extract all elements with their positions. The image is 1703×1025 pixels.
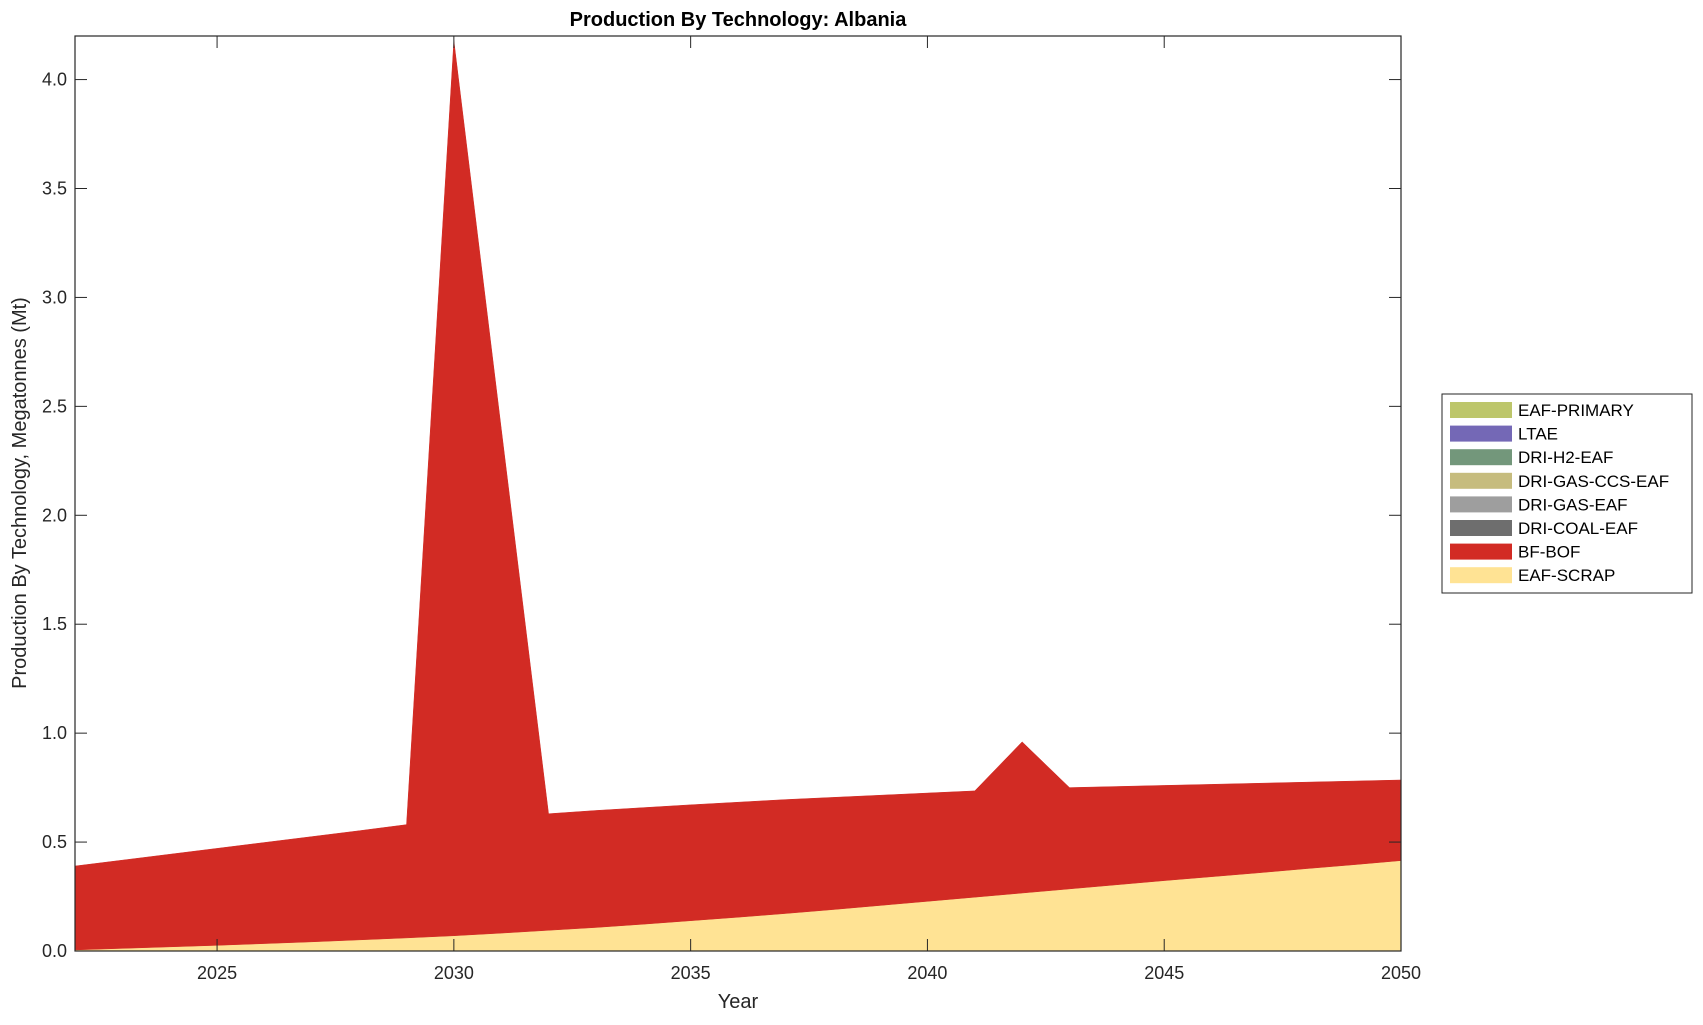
y-axis-label: Production By Technology, Megatonnes (Mt… (9, 297, 31, 689)
x-tick-label: 2035 (671, 963, 711, 983)
y-tick-label: 0.0 (42, 941, 67, 961)
legend-label-bf-bof: BF-BOF (1518, 543, 1580, 562)
legend: EAF-PRIMARY LTAE DRI-H2-EAF DRI-GAS-CCS-EAF… (1441, 393, 1693, 594)
legend-label-eaf-scrap: EAF-SCRAP (1518, 566, 1615, 585)
legend-swatch-dri-coal-eaf (1450, 520, 1512, 536)
area-bf-bof (74, 40, 1402, 951)
y-tick-label: 3.5 (42, 179, 67, 199)
legend-swatch-dri-gas-ccs-eaf (1450, 472, 1512, 489)
legend-swatch-eaf-scrap (1450, 567, 1512, 584)
x-tick-label: 2050 (1381, 963, 1421, 983)
areas-layer (74, 40, 1402, 952)
x-tick-label: 2040 (907, 963, 947, 983)
x-tick-label: 2030 (434, 963, 474, 983)
area-dri-coal-eaf (75, 40, 1401, 867)
legend-label-dri-h2-eaf: DRI-H2-EAF (1518, 448, 1613, 467)
legend-label-dri-gas-eaf: DRI-GAS-EAF (1518, 495, 1628, 514)
legend-swatch-dri-gas-eaf (1450, 496, 1512, 513)
legend-swatch-ltae (1450, 425, 1512, 442)
y-tick-label: 3.0 (42, 287, 67, 307)
y-tick-label: 1.0 (42, 723, 67, 743)
y-tick-label: 1.5 (42, 614, 67, 634)
legend-swatch-bf-bof (1450, 543, 1512, 560)
y-tick-label: 4.0 (42, 70, 67, 90)
area-ltae (75, 40, 1401, 867)
legend-box (1441, 393, 1693, 594)
legend-swatch-eaf-primary (1450, 402, 1512, 418)
area-dri-gas-ccs-eaf (75, 40, 1401, 867)
x-axis-label: Year (718, 991, 759, 1013)
area-eaf-primary (75, 40, 1401, 867)
y-tick-label: 2.0 (42, 505, 67, 525)
x-tick-label: 2025 (197, 963, 237, 983)
ticks-layer: 2025 2030 2035 2040 2045 2050 0.0 0.5 1.0 1.5 2.0 2… (42, 36, 1421, 983)
x-tick-label: 2045 (1144, 963, 1184, 983)
legend-label-ltae: LTAE (1518, 425, 1558, 444)
legend-label-dri-coal-eaf: DRI-COAL-EAF (1518, 519, 1638, 538)
y-tick-label: 0.5 (42, 832, 67, 852)
legend-label-dri-gas-ccs-eaf: DRI-GAS-CCS-EAF (1518, 472, 1669, 491)
chart-title: Production By Technology: Albania (570, 9, 908, 31)
area-dri-h2-eaf (75, 40, 1401, 867)
legend-swatch-dri-h2-eaf (1450, 449, 1512, 466)
axes-box (74, 35, 1402, 952)
legend-label-eaf-primary: EAF-PRIMARY (1518, 401, 1634, 420)
y-tick-label: 2.5 (42, 396, 67, 416)
area-dri-gas-eaf (75, 40, 1401, 867)
